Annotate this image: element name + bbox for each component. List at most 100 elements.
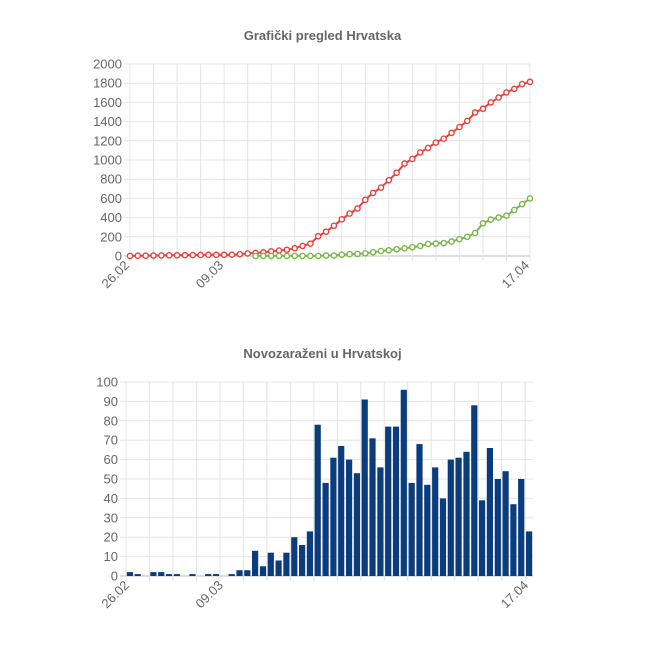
data-point bbox=[440, 239, 448, 247]
y-tick-label: 400 bbox=[100, 210, 122, 225]
data-point bbox=[322, 228, 330, 235]
data-point bbox=[377, 247, 385, 255]
bar bbox=[228, 574, 235, 576]
data-point bbox=[173, 252, 181, 259]
data-point bbox=[291, 252, 299, 260]
bar bbox=[330, 457, 337, 576]
data-point bbox=[299, 242, 306, 250]
bar bbox=[173, 574, 180, 576]
y-tick-label: 800 bbox=[100, 172, 122, 187]
x-tick-label: 17.04 bbox=[498, 578, 532, 612]
x-tick-label: 26.02 bbox=[99, 258, 133, 292]
bar bbox=[236, 570, 243, 576]
data-point bbox=[291, 244, 299, 252]
data-point bbox=[205, 251, 212, 259]
line-chart-canvas: 0 200 400 600 800 1000 1200 1400 1600 1800 2000 26.… bbox=[93, 57, 534, 292]
data-point bbox=[479, 105, 487, 113]
bar bbox=[150, 572, 157, 576]
bar bbox=[259, 566, 267, 576]
bar bbox=[400, 389, 407, 576]
data-point bbox=[440, 135, 448, 142]
bar bbox=[502, 471, 509, 576]
data-point bbox=[354, 250, 361, 258]
bar bbox=[385, 426, 392, 576]
y-tick-label: 2000 bbox=[93, 57, 122, 72]
data-point bbox=[432, 139, 440, 146]
data-point bbox=[299, 252, 306, 260]
data-point bbox=[526, 78, 534, 86]
data-point bbox=[361, 250, 369, 257]
data-point bbox=[456, 123, 463, 131]
data-point bbox=[150, 252, 157, 259]
bar bbox=[338, 446, 345, 576]
y-tick-label: 50 bbox=[104, 472, 118, 487]
data-point bbox=[518, 200, 526, 208]
data-point bbox=[197, 251, 204, 259]
data-point bbox=[165, 252, 173, 259]
bar bbox=[471, 405, 478, 576]
line-chart-croatia-overview: Grafički pregled Hrvatska 0 200 400 600 800 1… bbox=[0, 28, 645, 318]
bar bbox=[205, 574, 212, 576]
data-point bbox=[448, 238, 455, 245]
data-point bbox=[487, 216, 495, 223]
data-point bbox=[385, 246, 393, 254]
bar-chart-canvas: 0 10 20 30 40 50 60 70 80 90 100 26.02 09.03 17.04 bbox=[96, 375, 533, 612]
data-point bbox=[228, 251, 236, 258]
y-tick-label: 10 bbox=[104, 549, 118, 564]
data-point bbox=[220, 251, 228, 259]
bar bbox=[424, 484, 431, 576]
data-point bbox=[126, 252, 134, 260]
y-tick-label: 1800 bbox=[93, 76, 122, 91]
bar bbox=[126, 572, 133, 576]
bar bbox=[189, 574, 196, 576]
data-point bbox=[401, 245, 408, 252]
y-tick-label: 0 bbox=[115, 249, 122, 264]
data-point bbox=[416, 242, 424, 250]
data-point bbox=[424, 144, 432, 152]
data-point bbox=[471, 229, 479, 237]
bar bbox=[486, 448, 493, 576]
bar bbox=[392, 426, 400, 576]
data-point bbox=[307, 252, 314, 260]
data-point bbox=[142, 252, 149, 260]
bar bbox=[447, 459, 454, 576]
bar bbox=[416, 444, 423, 576]
bar bbox=[479, 500, 486, 576]
y-tick-label: 90 bbox=[104, 394, 118, 409]
data-point bbox=[409, 155, 416, 163]
data-point bbox=[393, 169, 400, 177]
bar bbox=[510, 504, 517, 576]
y-tick-label: 40 bbox=[104, 491, 118, 506]
data-point bbox=[267, 252, 275, 260]
data-point bbox=[495, 94, 502, 101]
data-point bbox=[252, 252, 259, 260]
bar bbox=[361, 399, 368, 576]
bar bbox=[518, 479, 525, 576]
series-line bbox=[129, 80, 531, 257]
x-tick-label: 17.04 bbox=[499, 258, 533, 292]
data-point bbox=[432, 240, 440, 247]
y-tick-label: 100 bbox=[96, 375, 118, 390]
data-point bbox=[260, 252, 267, 260]
data-point bbox=[448, 129, 455, 137]
data-point bbox=[283, 252, 291, 260]
data-point bbox=[471, 109, 479, 116]
data-point bbox=[511, 85, 518, 93]
bar bbox=[244, 570, 251, 576]
data-point bbox=[307, 240, 314, 248]
data-point bbox=[385, 176, 393, 184]
data-point bbox=[314, 232, 322, 240]
bar bbox=[439, 498, 447, 576]
data-point bbox=[212, 251, 220, 259]
data-point bbox=[236, 250, 244, 258]
data-point bbox=[409, 243, 416, 251]
data-point bbox=[393, 245, 400, 253]
bar bbox=[212, 574, 220, 576]
y-tick-label: 600 bbox=[100, 191, 122, 206]
x-tick-label: 09.03 bbox=[193, 258, 227, 292]
data-point bbox=[503, 212, 510, 219]
data-point bbox=[487, 99, 495, 106]
bar bbox=[455, 457, 462, 576]
y-tick-label: 1200 bbox=[93, 133, 122, 148]
data-point bbox=[401, 160, 408, 167]
